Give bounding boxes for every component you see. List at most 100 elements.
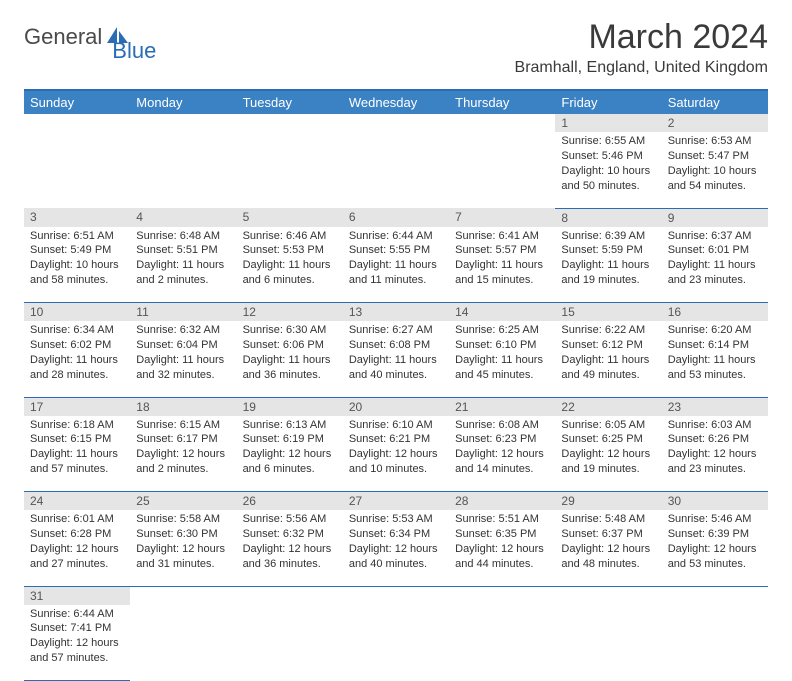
- day-cell: [343, 132, 449, 208]
- day-cell-content: Sunrise: 6:15 AMSunset: 6:17 PMDaylight:…: [130, 416, 236, 481]
- day-cell: Sunrise: 5:51 AMSunset: 6:35 PMDaylight:…: [449, 510, 555, 586]
- day-number-cell: 19: [237, 397, 343, 416]
- day-number-cell: 15: [555, 303, 661, 322]
- day-cell: Sunrise: 6:25 AMSunset: 6:10 PMDaylight:…: [449, 321, 555, 397]
- weekday-header: Wednesday: [343, 90, 449, 114]
- day-number-cell: [24, 114, 130, 132]
- day-number-cell: 21: [449, 397, 555, 416]
- day-cell-content: Sunrise: 6:46 AMSunset: 5:53 PMDaylight:…: [237, 227, 343, 292]
- day-number-cell: 4: [130, 208, 236, 227]
- day-cell: [237, 605, 343, 681]
- weekday-header: Thursday: [449, 90, 555, 114]
- day-number-cell: 27: [343, 492, 449, 511]
- day-number-cell: 31: [24, 586, 130, 605]
- day-number-cell: 8: [555, 208, 661, 227]
- day-cell-content: Sunrise: 6:18 AMSunset: 6:15 PMDaylight:…: [24, 416, 130, 481]
- day-cell: [130, 605, 236, 681]
- day-cell: Sunrise: 6:18 AMSunset: 6:15 PMDaylight:…: [24, 416, 130, 492]
- day-cell: Sunrise: 6:05 AMSunset: 6:25 PMDaylight:…: [555, 416, 661, 492]
- day-cell-content: Sunrise: 6:32 AMSunset: 6:04 PMDaylight:…: [130, 321, 236, 386]
- day-cell: [24, 132, 130, 208]
- day-number-cell: 30: [662, 492, 768, 511]
- day-number-cell: 25: [130, 492, 236, 511]
- day-number-cell: 13: [343, 303, 449, 322]
- day-number-cell: 2: [662, 114, 768, 132]
- day-cell-content: Sunrise: 6:34 AMSunset: 6:02 PMDaylight:…: [24, 321, 130, 386]
- day-cell-content: Sunrise: 6:44 AMSunset: 7:41 PMDaylight:…: [24, 605, 130, 670]
- day-cell: Sunrise: 6:37 AMSunset: 6:01 PMDaylight:…: [662, 227, 768, 303]
- day-number-row: 24252627282930: [24, 492, 768, 511]
- day-cell-content: Sunrise: 6:22 AMSunset: 6:12 PMDaylight:…: [555, 321, 661, 386]
- day-cell: Sunrise: 6:15 AMSunset: 6:17 PMDaylight:…: [130, 416, 236, 492]
- logo-text-blue: Blue: [112, 38, 156, 64]
- day-number-row: 12: [24, 114, 768, 132]
- day-cell-content: Sunrise: 6:39 AMSunset: 5:59 PMDaylight:…: [555, 227, 661, 292]
- day-number-cell: [343, 114, 449, 132]
- day-cell-content: Sunrise: 6:25 AMSunset: 6:10 PMDaylight:…: [449, 321, 555, 386]
- day-cell-content: Sunrise: 6:53 AMSunset: 5:47 PMDaylight:…: [662, 132, 768, 197]
- header: General Blue March 2024 Bramhall, Englan…: [24, 18, 768, 77]
- day-number-cell: 12: [237, 303, 343, 322]
- day-number-cell: 9: [662, 208, 768, 227]
- day-cell-content: Sunrise: 6:08 AMSunset: 6:23 PMDaylight:…: [449, 416, 555, 481]
- day-cell: Sunrise: 6:41 AMSunset: 5:57 PMDaylight:…: [449, 227, 555, 303]
- day-number-cell: [555, 586, 661, 605]
- day-content-row: Sunrise: 6:18 AMSunset: 6:15 PMDaylight:…: [24, 416, 768, 492]
- day-number-cell: 22: [555, 397, 661, 416]
- day-cell: Sunrise: 6:22 AMSunset: 6:12 PMDaylight:…: [555, 321, 661, 397]
- day-cell: [662, 605, 768, 681]
- day-cell-content: Sunrise: 6:27 AMSunset: 6:08 PMDaylight:…: [343, 321, 449, 386]
- location: Bramhall, England, United Kingdom: [515, 59, 768, 77]
- day-number-cell: 1: [555, 114, 661, 132]
- day-number-cell: [237, 586, 343, 605]
- weekday-header-row: SundayMondayTuesdayWednesdayThursdayFrid…: [24, 90, 768, 114]
- day-cell-content: Sunrise: 5:53 AMSunset: 6:34 PMDaylight:…: [343, 510, 449, 575]
- day-number-cell: 26: [237, 492, 343, 511]
- day-cell: Sunrise: 5:53 AMSunset: 6:34 PMDaylight:…: [343, 510, 449, 586]
- day-cell: Sunrise: 6:30 AMSunset: 6:06 PMDaylight:…: [237, 321, 343, 397]
- day-cell: Sunrise: 6:10 AMSunset: 6:21 PMDaylight:…: [343, 416, 449, 492]
- day-content-row: Sunrise: 6:55 AMSunset: 5:46 PMDaylight:…: [24, 132, 768, 208]
- day-cell-content: Sunrise: 5:46 AMSunset: 6:39 PMDaylight:…: [662, 510, 768, 575]
- day-number-cell: 6: [343, 208, 449, 227]
- weekday-header: Friday: [555, 90, 661, 114]
- day-number-cell: 7: [449, 208, 555, 227]
- logo-text-general: General: [24, 24, 102, 50]
- day-cell-content: Sunrise: 6:41 AMSunset: 5:57 PMDaylight:…: [449, 227, 555, 292]
- day-cell-content: Sunrise: 6:51 AMSunset: 5:49 PMDaylight:…: [24, 227, 130, 292]
- day-cell: Sunrise: 6:34 AMSunset: 6:02 PMDaylight:…: [24, 321, 130, 397]
- day-cell-content: Sunrise: 5:56 AMSunset: 6:32 PMDaylight:…: [237, 510, 343, 575]
- day-cell: [449, 605, 555, 681]
- day-content-row: Sunrise: 6:01 AMSunset: 6:28 PMDaylight:…: [24, 510, 768, 586]
- day-number-cell: 17: [24, 397, 130, 416]
- day-cell: [449, 132, 555, 208]
- day-cell: Sunrise: 6:03 AMSunset: 6:26 PMDaylight:…: [662, 416, 768, 492]
- day-number-cell: 29: [555, 492, 661, 511]
- day-cell: Sunrise: 6:53 AMSunset: 5:47 PMDaylight:…: [662, 132, 768, 208]
- day-content-row: Sunrise: 6:44 AMSunset: 7:41 PMDaylight:…: [24, 605, 768, 681]
- day-number-cell: 18: [130, 397, 236, 416]
- day-cell: Sunrise: 6:08 AMSunset: 6:23 PMDaylight:…: [449, 416, 555, 492]
- weekday-header: Sunday: [24, 90, 130, 114]
- day-cell-content: Sunrise: 6:10 AMSunset: 6:21 PMDaylight:…: [343, 416, 449, 481]
- day-cell: Sunrise: 5:56 AMSunset: 6:32 PMDaylight:…: [237, 510, 343, 586]
- day-number-row: 31: [24, 586, 768, 605]
- day-number-cell: [449, 114, 555, 132]
- day-number-cell: 16: [662, 303, 768, 322]
- title-block: March 2024 Bramhall, England, United Kin…: [515, 18, 768, 77]
- day-number-cell: 24: [24, 492, 130, 511]
- logo: General Blue: [24, 24, 156, 50]
- day-cell-content: Sunrise: 6:13 AMSunset: 6:19 PMDaylight:…: [237, 416, 343, 481]
- month-title: March 2024: [515, 18, 768, 57]
- day-cell: [130, 132, 236, 208]
- day-number-cell: 3: [24, 208, 130, 227]
- day-number-row: 10111213141516: [24, 303, 768, 322]
- day-cell-content: Sunrise: 6:37 AMSunset: 6:01 PMDaylight:…: [662, 227, 768, 292]
- day-cell: Sunrise: 6:44 AMSunset: 7:41 PMDaylight:…: [24, 605, 130, 681]
- day-number-row: 3456789: [24, 208, 768, 227]
- day-cell: [237, 132, 343, 208]
- day-cell-content: Sunrise: 5:58 AMSunset: 6:30 PMDaylight:…: [130, 510, 236, 575]
- day-cell: [555, 605, 661, 681]
- day-number-cell: 20: [343, 397, 449, 416]
- day-number-row: 17181920212223: [24, 397, 768, 416]
